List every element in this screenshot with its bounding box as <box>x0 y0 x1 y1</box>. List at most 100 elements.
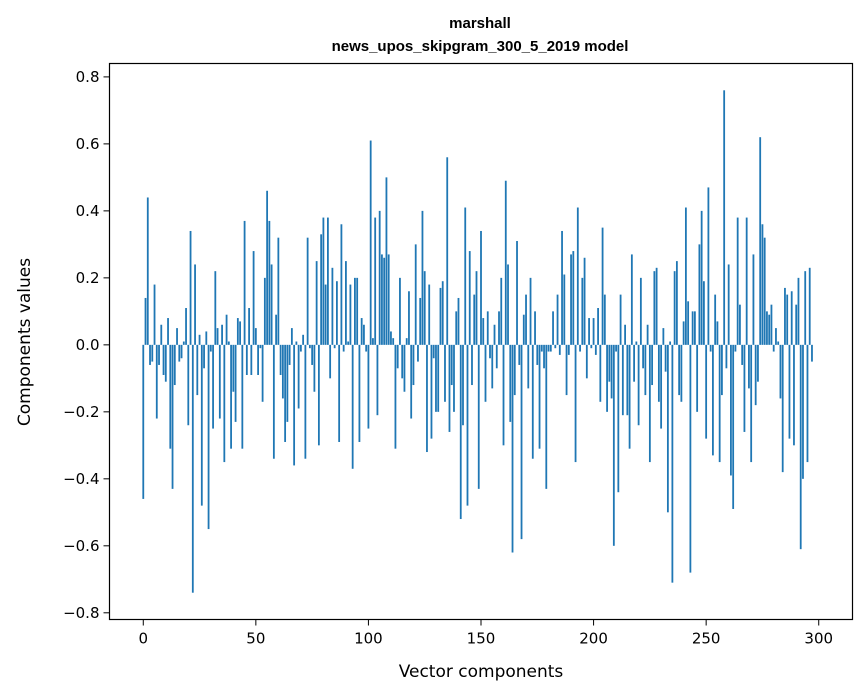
bar <box>552 311 554 345</box>
bar <box>441 281 444 345</box>
x-tick-label: 150 <box>467 630 496 648</box>
bar <box>455 311 458 345</box>
bar <box>675 261 678 345</box>
bar <box>784 287 786 345</box>
bar <box>793 344 795 446</box>
bar <box>570 254 572 345</box>
bar <box>367 344 370 429</box>
bar <box>284 344 287 442</box>
bar <box>320 234 323 345</box>
bar <box>732 344 735 509</box>
bar <box>660 344 663 429</box>
bar <box>167 318 169 345</box>
bar <box>606 344 608 412</box>
bar <box>369 140 372 345</box>
bar <box>275 314 278 345</box>
bar <box>266 190 269 345</box>
bar <box>299 344 302 352</box>
bar <box>281 344 284 399</box>
bar <box>200 344 203 506</box>
bar <box>723 90 726 345</box>
bar <box>295 341 298 345</box>
bar <box>651 344 654 386</box>
bar <box>286 344 289 422</box>
bar <box>714 294 717 345</box>
bar <box>808 267 811 345</box>
bar <box>657 344 660 402</box>
x-tick-label: 250 <box>692 630 721 648</box>
bar <box>662 328 665 345</box>
bar <box>196 344 199 396</box>
bar <box>448 344 451 432</box>
bar <box>421 210 424 345</box>
bar <box>648 344 651 463</box>
bar <box>748 344 750 389</box>
bar <box>432 344 435 359</box>
bar <box>646 324 649 345</box>
bar <box>257 344 259 375</box>
bar <box>153 284 156 345</box>
bar <box>426 344 428 453</box>
bar <box>489 344 491 359</box>
bar <box>727 264 730 345</box>
bar <box>673 271 676 345</box>
bar <box>712 344 714 456</box>
bar <box>628 344 631 449</box>
bar <box>624 324 626 345</box>
bar <box>437 344 440 412</box>
bar <box>336 281 338 345</box>
y-tick-label: 0.4 <box>76 202 100 220</box>
bar <box>430 344 433 439</box>
bar <box>781 344 784 473</box>
bar <box>664 344 667 372</box>
bar <box>525 294 527 345</box>
y-axis: −0.8 −0.6 −0.4 −0.2 0.0 0.2 0.4 0.6 0.8 <box>63 68 110 622</box>
bar <box>358 344 361 442</box>
bar <box>579 344 581 352</box>
bar <box>363 324 365 345</box>
bar <box>804 271 807 345</box>
y-tick-label: −0.8 <box>63 604 99 622</box>
bar <box>180 344 183 359</box>
bars-group <box>142 90 813 593</box>
bar <box>405 338 408 345</box>
bar <box>696 344 699 412</box>
bar <box>797 277 800 345</box>
chart-title-line1: marshall <box>449 15 511 32</box>
bar <box>471 344 473 386</box>
bar <box>399 277 401 345</box>
bar <box>333 344 336 349</box>
bar <box>635 341 638 345</box>
bar <box>342 344 345 352</box>
bar <box>619 294 622 345</box>
bar <box>603 294 606 345</box>
bar <box>743 344 746 432</box>
bar <box>248 308 250 345</box>
bar <box>453 344 455 412</box>
y-tick-label: −0.6 <box>63 537 99 555</box>
bar <box>232 344 235 392</box>
bar <box>795 304 798 345</box>
bar <box>504 180 507 345</box>
bar <box>317 344 320 446</box>
bar <box>554 344 557 349</box>
bar <box>520 344 523 540</box>
bar <box>383 257 386 345</box>
bar <box>757 344 759 382</box>
y-tick-label: 0.6 <box>76 135 100 153</box>
bar <box>187 344 190 426</box>
bar <box>750 344 753 463</box>
x-axis: 0 50 100 150 200 250 300 <box>138 619 833 648</box>
bar <box>464 207 467 345</box>
bar <box>585 344 588 379</box>
bar <box>777 341 780 345</box>
bar <box>155 344 158 419</box>
x-tick-label: 50 <box>246 630 265 648</box>
bar <box>583 257 586 345</box>
bar <box>597 308 599 345</box>
bar <box>376 344 379 416</box>
bar <box>687 301 690 345</box>
bar <box>345 261 347 345</box>
bar <box>739 304 741 345</box>
bar <box>322 217 325 345</box>
